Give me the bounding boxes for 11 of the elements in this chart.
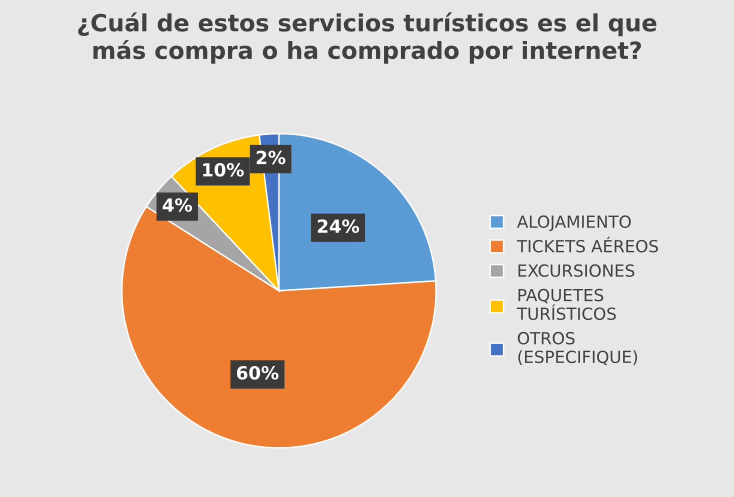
legend-label: ALOJAMIENTO bbox=[517, 215, 631, 232]
legend-label: PAQUETES TURÍSTICOS bbox=[516, 288, 616, 320]
data-label: 10% bbox=[203, 162, 244, 177]
legend-label: OTROS (ESPECIFIQUE) bbox=[518, 332, 638, 366]
data-label: 2% bbox=[256, 150, 286, 164]
data-label: 24% bbox=[318, 219, 360, 234]
data-label: 4% bbox=[162, 198, 192, 212]
legend-label: TICKETS AÉREOS bbox=[516, 236, 658, 252]
chart-title: ¿Cuál de estos servicios turísticos es el que más compra o ha comprado por internet? bbox=[78, 12, 656, 64]
legend-label: EXCURSIONES bbox=[518, 264, 634, 277]
data-label: 60% bbox=[236, 366, 278, 380]
